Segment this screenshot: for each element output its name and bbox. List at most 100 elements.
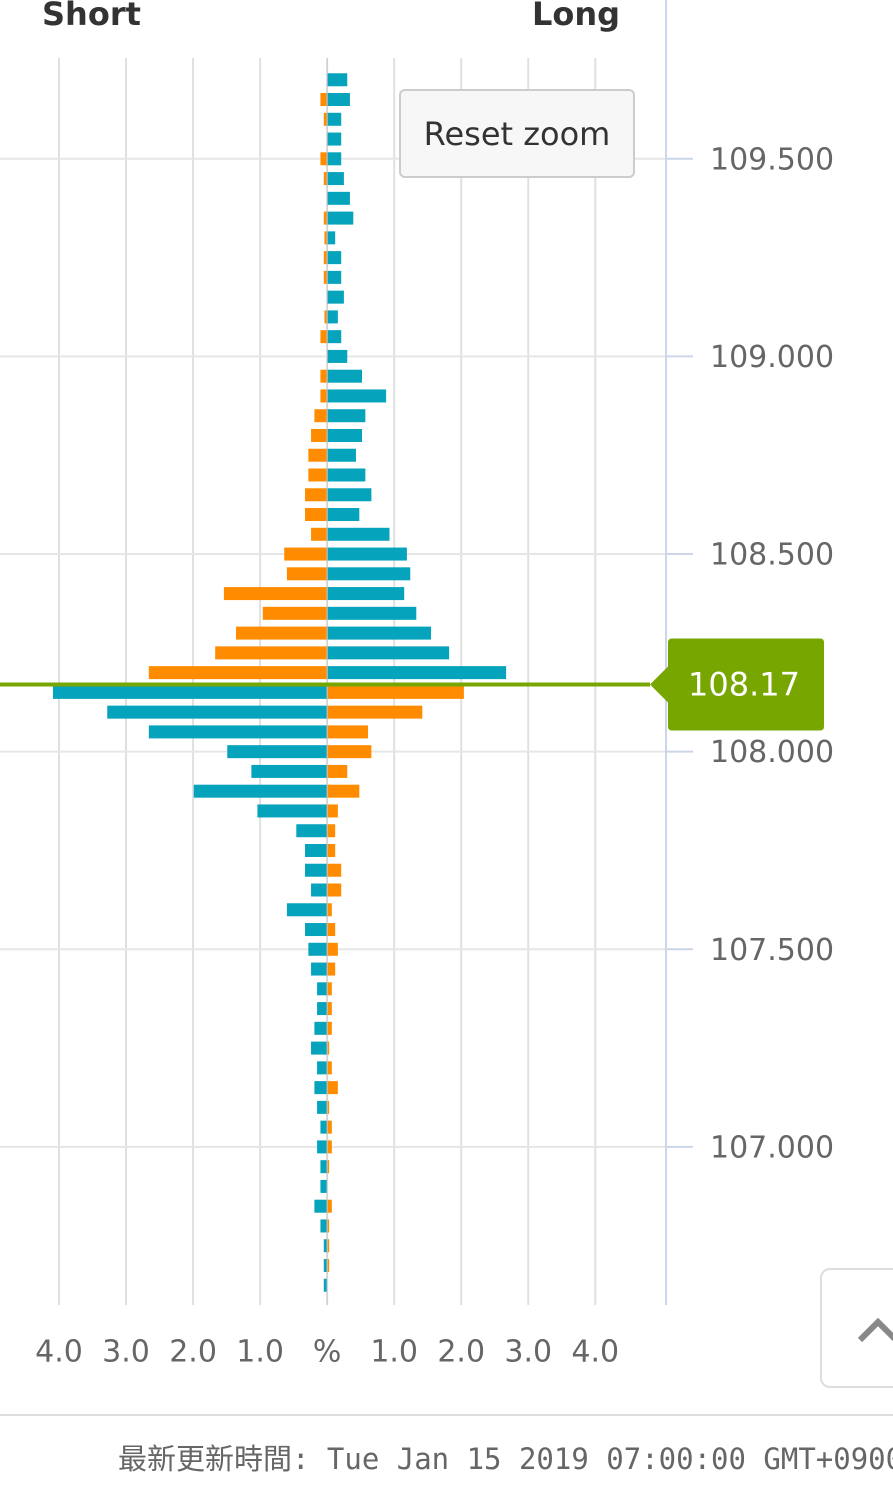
bar bbox=[327, 231, 336, 245]
short-label: Short bbox=[42, 0, 141, 33]
bar bbox=[305, 843, 328, 857]
x-tick-label: 4.0 bbox=[35, 1335, 83, 1370]
bar bbox=[327, 73, 348, 87]
bar bbox=[327, 804, 338, 818]
bar bbox=[320, 1120, 328, 1134]
chart: Short Long 4.0 3.0 2.0 1.0% 1.0 2.0 3.0 4.0 109.… bbox=[0, 0, 834, 1370]
bar bbox=[320, 1219, 328, 1233]
bar bbox=[327, 764, 348, 778]
bar bbox=[262, 606, 328, 620]
bar bbox=[320, 152, 328, 166]
bar bbox=[327, 1002, 332, 1016]
x-tick-label: 4.0 bbox=[571, 1335, 619, 1370]
scroll-top-button[interactable] bbox=[820, 1268, 893, 1388]
bar bbox=[317, 1100, 328, 1114]
bar bbox=[284, 547, 328, 561]
bar bbox=[327, 211, 354, 225]
x-tick-label: 2.0 bbox=[169, 1335, 217, 1370]
bar bbox=[227, 745, 328, 759]
bar bbox=[327, 93, 350, 107]
bar bbox=[314, 1081, 328, 1095]
bar bbox=[324, 310, 328, 324]
bar bbox=[323, 172, 328, 186]
bar bbox=[327, 1258, 330, 1272]
bar bbox=[327, 646, 450, 660]
bar bbox=[323, 112, 328, 126]
bar bbox=[323, 1258, 328, 1272]
bar bbox=[327, 942, 338, 956]
bar bbox=[323, 1278, 328, 1292]
bar bbox=[296, 824, 328, 838]
y-tick-label: 109.000 bbox=[710, 340, 834, 375]
bar bbox=[311, 428, 328, 442]
bar bbox=[327, 587, 405, 601]
bar bbox=[327, 409, 366, 423]
bar bbox=[323, 1239, 328, 1253]
bar bbox=[327, 1120, 332, 1134]
bar bbox=[317, 1002, 328, 1016]
bar bbox=[327, 330, 342, 344]
bar bbox=[257, 804, 328, 818]
bar bbox=[327, 903, 332, 917]
bar bbox=[327, 567, 411, 581]
bar bbox=[327, 863, 342, 877]
bar bbox=[327, 962, 336, 976]
bar bbox=[327, 1140, 332, 1154]
bar bbox=[317, 1140, 328, 1154]
bar bbox=[305, 863, 328, 877]
bar bbox=[327, 547, 407, 561]
bar bbox=[327, 824, 336, 838]
bar bbox=[327, 191, 350, 205]
bar bbox=[323, 211, 328, 225]
bar bbox=[327, 606, 417, 620]
bar bbox=[148, 666, 328, 680]
bar bbox=[308, 468, 328, 482]
bar bbox=[320, 330, 328, 344]
current-price-box bbox=[650, 638, 824, 731]
current-price-label: 108.17 bbox=[688, 665, 800, 703]
bar bbox=[320, 369, 328, 383]
bar bbox=[327, 1021, 332, 1035]
bar bbox=[327, 1160, 330, 1174]
bar bbox=[305, 488, 328, 502]
bar bbox=[235, 626, 328, 640]
bar bbox=[286, 567, 328, 581]
bar bbox=[327, 1081, 338, 1095]
bar bbox=[308, 448, 328, 462]
y-tick-label: 108.000 bbox=[710, 735, 834, 770]
bar bbox=[327, 1199, 332, 1213]
bar bbox=[314, 1199, 328, 1213]
bar bbox=[314, 1021, 328, 1035]
bar bbox=[327, 784, 360, 798]
bar bbox=[327, 251, 342, 265]
bar bbox=[320, 93, 328, 107]
bar bbox=[327, 112, 342, 126]
bar bbox=[327, 468, 366, 482]
bar bbox=[311, 1041, 328, 1055]
bar bbox=[327, 705, 423, 719]
bar bbox=[323, 270, 328, 284]
bar bbox=[327, 843, 336, 857]
bar bbox=[327, 349, 348, 363]
bar bbox=[323, 251, 328, 265]
reset-zoom-button[interactable]: Reset zoom bbox=[399, 89, 635, 178]
bar bbox=[314, 409, 328, 423]
bar bbox=[327, 369, 362, 383]
y-tick-label: 109.500 bbox=[710, 142, 834, 177]
bar bbox=[327, 923, 336, 937]
bar bbox=[327, 982, 332, 996]
bar bbox=[320, 389, 328, 403]
bar bbox=[327, 448, 356, 462]
bar bbox=[327, 626, 432, 640]
x-tick-label: 1.0 bbox=[236, 1335, 284, 1370]
bar bbox=[320, 1160, 328, 1174]
bar bbox=[286, 903, 328, 917]
bar bbox=[251, 764, 328, 778]
x-tick-label: % bbox=[313, 1335, 342, 1370]
bar bbox=[327, 488, 372, 502]
bar bbox=[327, 270, 342, 284]
bar bbox=[324, 231, 328, 245]
footer-updated: 最新更新時間: Tue Jan 15 2019 07:00:00 GMT+090… bbox=[118, 1442, 893, 1476]
bar bbox=[327, 508, 360, 522]
bar bbox=[305, 508, 328, 522]
